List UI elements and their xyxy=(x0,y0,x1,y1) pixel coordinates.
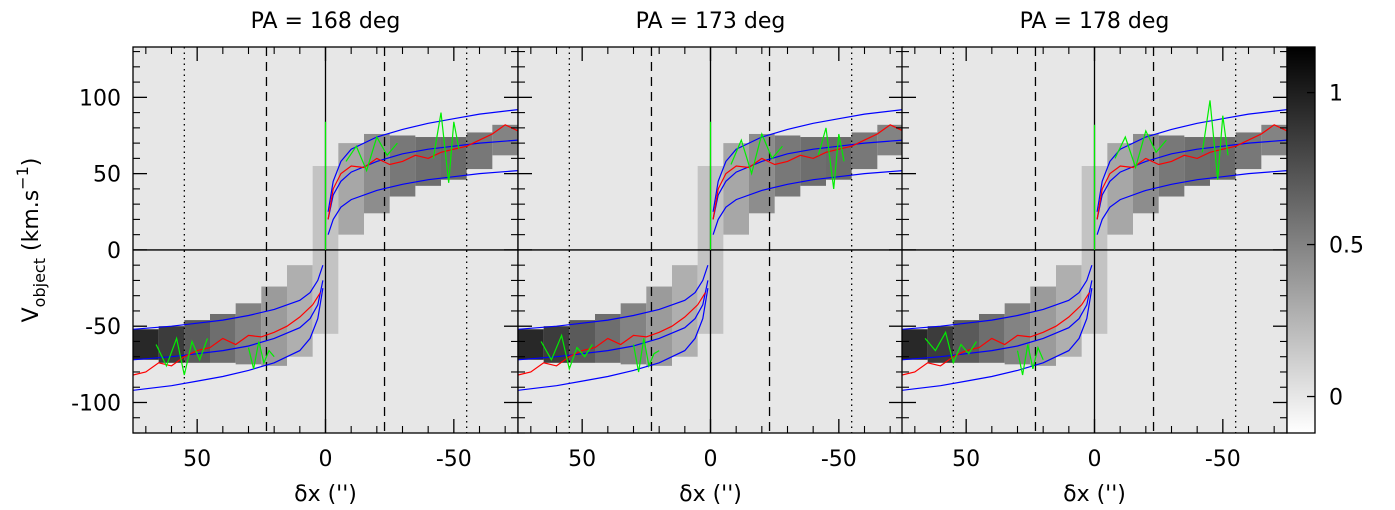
image-cell xyxy=(338,143,364,235)
series-line xyxy=(133,139,518,361)
y-tick-label: 100 xyxy=(79,86,121,111)
y-tick-label: -50 xyxy=(85,315,121,340)
image-cell xyxy=(235,303,262,365)
x-tick-label: 50 xyxy=(568,447,596,472)
x-tick-label: 0 xyxy=(704,447,718,472)
image-cell xyxy=(261,286,287,366)
y-label-sub: object xyxy=(30,258,49,307)
panel-title: PA = 178 deg xyxy=(1020,9,1170,34)
image-cell xyxy=(723,143,749,235)
x-tick-label: -50 xyxy=(436,447,472,472)
series-line xyxy=(902,170,1287,391)
image-cell xyxy=(1056,265,1082,357)
image-cell xyxy=(1133,133,1159,214)
y-tick-label: 50 xyxy=(93,163,121,188)
series-line xyxy=(902,109,1287,330)
image-cell xyxy=(774,135,801,197)
x-axis-label: δx ('') xyxy=(294,482,357,507)
image-cell xyxy=(749,133,775,214)
image-cell xyxy=(466,132,493,170)
series-line xyxy=(902,139,1287,361)
image-cell xyxy=(620,303,647,365)
y-tick-label: -100 xyxy=(71,391,121,416)
image-cell xyxy=(287,265,313,357)
series-line xyxy=(518,170,903,391)
x-axis-label: δx ('') xyxy=(679,482,742,507)
colorbar-tick-label: 0 xyxy=(1329,386,1343,411)
y-label-sup: −1 xyxy=(13,166,32,190)
x-tick-label: 50 xyxy=(952,447,980,472)
series-line xyxy=(518,139,903,361)
colorbar-tick-label: 0.5 xyxy=(1329,234,1364,259)
y-axis-label: Vobject (km.s−1) xyxy=(13,158,49,323)
x-tick-label: -50 xyxy=(821,447,857,472)
series-line xyxy=(133,109,518,330)
plot-area xyxy=(133,47,518,433)
image-cell xyxy=(1107,143,1133,235)
series-line xyxy=(924,100,1229,376)
image-cell xyxy=(646,286,672,366)
y-tick-label: 0 xyxy=(107,239,121,264)
x-tick-label: -50 xyxy=(1205,447,1241,472)
image-cell xyxy=(1184,137,1210,186)
image-cell xyxy=(389,135,416,197)
colorbar-tick-label: 1 xyxy=(1329,82,1343,107)
image-cell xyxy=(672,265,698,357)
series-line xyxy=(518,109,903,330)
plot-area xyxy=(518,47,903,433)
x-axis-label: δx ('') xyxy=(1063,482,1126,507)
image-cell xyxy=(953,320,979,363)
x-tick-label: 0 xyxy=(1088,447,1102,472)
y-label-unit: (km.s xyxy=(19,190,44,258)
x-tick-label: 50 xyxy=(183,447,211,472)
image-cell xyxy=(902,329,928,360)
image-cell xyxy=(1235,132,1262,170)
image-cell xyxy=(364,133,390,214)
panel-title: PA = 173 deg xyxy=(636,9,786,34)
y-label-close: ) xyxy=(19,158,44,167)
plot-area xyxy=(902,47,1287,433)
colorbar xyxy=(1286,46,1316,434)
series-line xyxy=(540,121,845,373)
image-cell xyxy=(441,137,467,180)
series-line xyxy=(155,112,460,376)
series-line xyxy=(133,170,518,391)
series-line xyxy=(518,124,903,376)
y-label-main: V xyxy=(19,307,44,322)
x-tick-label: 0 xyxy=(319,447,333,472)
image-cell xyxy=(851,132,878,170)
image-cell xyxy=(518,329,544,360)
series-line xyxy=(902,124,1287,376)
image-cell xyxy=(133,329,159,360)
panel-title: PA = 168 deg xyxy=(251,9,401,34)
image-cell xyxy=(415,137,441,186)
image-cell xyxy=(1030,286,1056,366)
